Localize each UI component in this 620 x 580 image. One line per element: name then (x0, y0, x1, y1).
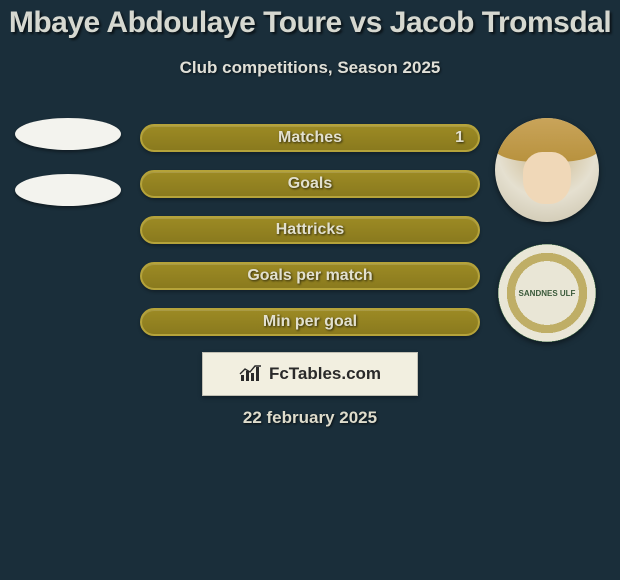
stat-label: Goals (288, 175, 332, 193)
branding-box[interactable]: FcTables.com (202, 352, 418, 396)
stat-bar-hattricks: Hattricks (140, 216, 480, 244)
stat-label: Goals per match (247, 267, 372, 285)
branding-label: FcTables.com (269, 364, 381, 384)
page-title: Mbaye Abdoulaye Toure vs Jacob Tromsdal (0, 0, 620, 40)
club-badge-text: SANDNES ULF (519, 289, 576, 298)
stat-value-right: 1 (455, 129, 464, 147)
right-club-badge: SANDNES ULF (498, 244, 596, 342)
stat-bar-min-per-goal: Min per goal (140, 308, 480, 336)
right-player-column: SANDNES ULF (492, 118, 602, 342)
chart-icon (239, 365, 263, 383)
stat-bar-matches: Matches 1 (140, 124, 480, 152)
stat-label: Hattricks (276, 221, 344, 239)
left-club-badge-placeholder (15, 174, 121, 206)
stat-bar-goals: Goals (140, 170, 480, 198)
subtitle: Club competitions, Season 2025 (0, 58, 620, 78)
date-label: 22 february 2025 (0, 408, 620, 428)
stat-label: Min per goal (263, 313, 357, 331)
avatar-face (523, 152, 571, 204)
comparison-card: Mbaye Abdoulaye Toure vs Jacob Tromsdal … (0, 0, 620, 580)
left-player-photo-placeholder (15, 118, 121, 150)
stat-bar-goals-per-match: Goals per match (140, 262, 480, 290)
stat-label: Matches (278, 129, 342, 147)
right-player-photo (495, 118, 599, 222)
stat-bars: Matches 1 Goals Hattricks Goals per matc… (140, 124, 480, 336)
left-player-column (8, 118, 128, 206)
